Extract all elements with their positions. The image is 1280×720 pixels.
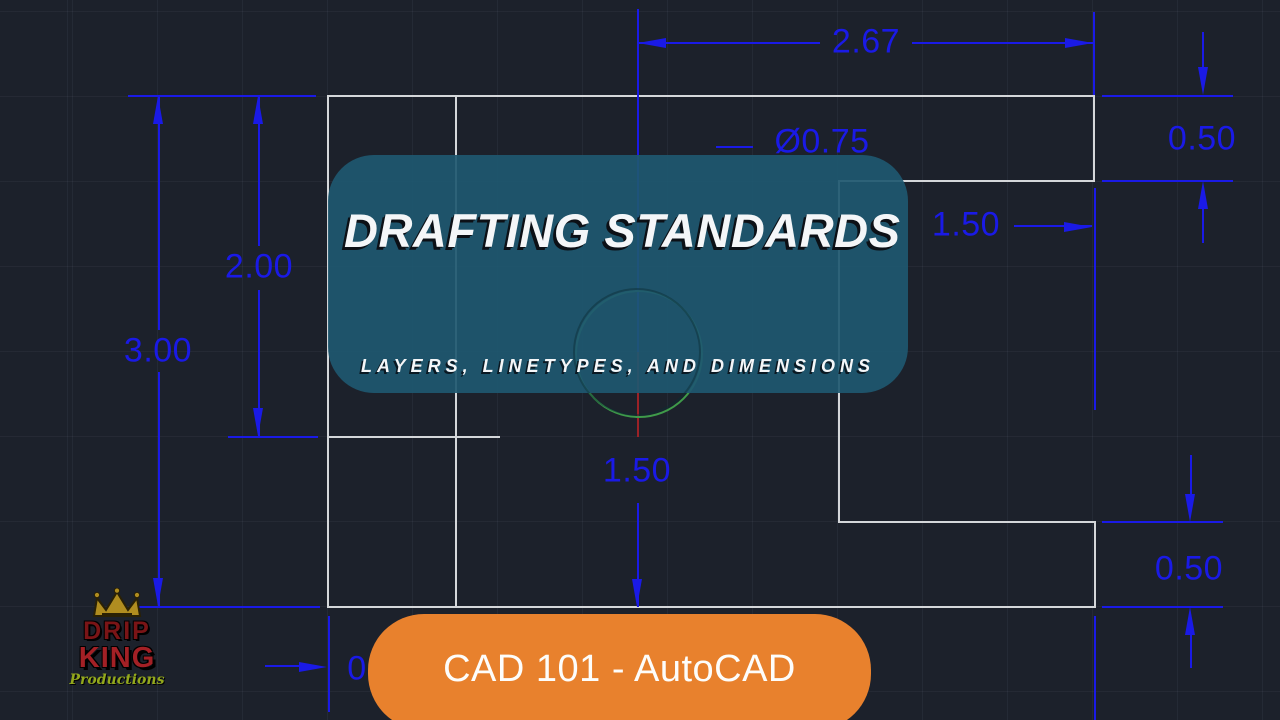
drawing-line [265,665,301,667]
dimension-label: 1.50 [931,205,1001,244]
dimension-label: 0.50 [1167,119,1237,158]
drawing-line [1093,95,1095,182]
drawing-line [912,42,1093,44]
dimension-arrow [1064,222,1092,232]
drawing-line [1190,455,1192,497]
dimension-label: 0 [347,649,367,688]
drawing-line [1202,207,1204,243]
dimension-label: 2.00 [224,247,294,286]
logo-text-drip: DRIP [83,617,151,645]
dimension-arrow [253,96,263,124]
series-badge: CAD 101 - AutoCAD [368,614,871,720]
dimension-arrow [153,578,163,606]
crown-icon [92,588,142,617]
drawing-line [228,436,318,438]
drawing-line [1102,95,1233,97]
drawing-line [128,95,316,97]
circle-ghost-through-card [573,288,701,416]
drawing-line [1094,521,1096,608]
dimension-label: 0.50 [1154,549,1224,588]
dimension-arrow [1065,38,1093,48]
dimension-arrow [638,38,666,48]
logo-text-king: KING [78,642,156,674]
drawing-line [838,521,1096,523]
drawing-line [638,42,820,44]
drawing-line [1014,225,1092,227]
drawing-line [1202,32,1204,68]
drawing-line [1190,632,1192,668]
drawing-line [1094,616,1096,720]
dimension-label: 1.50 [602,451,672,490]
drawing-line [327,95,1095,97]
drawing-line [258,96,260,246]
drawing-line [1102,180,1233,182]
series-badge-label: CAD 101 - AutoCAD [443,647,796,690]
drawing-line [328,616,330,712]
drawing-line [135,606,320,608]
dimension-arrow [153,96,163,124]
drawing-line [637,503,639,607]
drawing-line [838,180,1095,182]
video-subtitle: LAYERS, LINETYPES, AND DIMENSIONS [360,356,876,376]
dimension-arrow [632,579,642,607]
dimension-arrow [1198,67,1208,95]
dimension-arrow [299,662,327,672]
title-card: DRAFTING STANDARDS LAYERS, LINETYPES, AN… [328,155,908,416]
video-title: DRAFTING STANDARDS [344,204,901,257]
drawing-line [158,96,160,330]
drawing-line [1093,12,1095,95]
dimension-arrow [1198,181,1208,209]
drawing-line [1102,606,1223,608]
dimension-arrow [1185,607,1195,635]
drawing-line [1094,188,1096,410]
logo-text-productions: Productions [69,672,165,688]
producer-logo: DRIP KING Productions [62,588,172,689]
drawing-line [327,606,1095,608]
drawing-line [327,436,500,438]
drawing-line [158,372,160,606]
dimension-label: Ø0.75 [774,122,870,161]
drawing-line [716,146,753,148]
drawing-line [258,290,260,436]
drawing-line [1102,521,1223,523]
dimension-label: 2.67 [831,22,901,61]
dimension-arrow [253,408,263,436]
dimension-arrow [1185,494,1195,522]
dimension-label: 3.00 [123,331,193,370]
